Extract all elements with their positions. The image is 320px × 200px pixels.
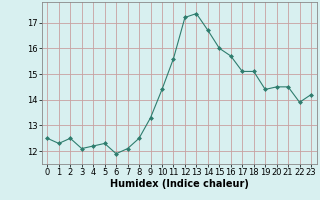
- X-axis label: Humidex (Indice chaleur): Humidex (Indice chaleur): [110, 179, 249, 189]
